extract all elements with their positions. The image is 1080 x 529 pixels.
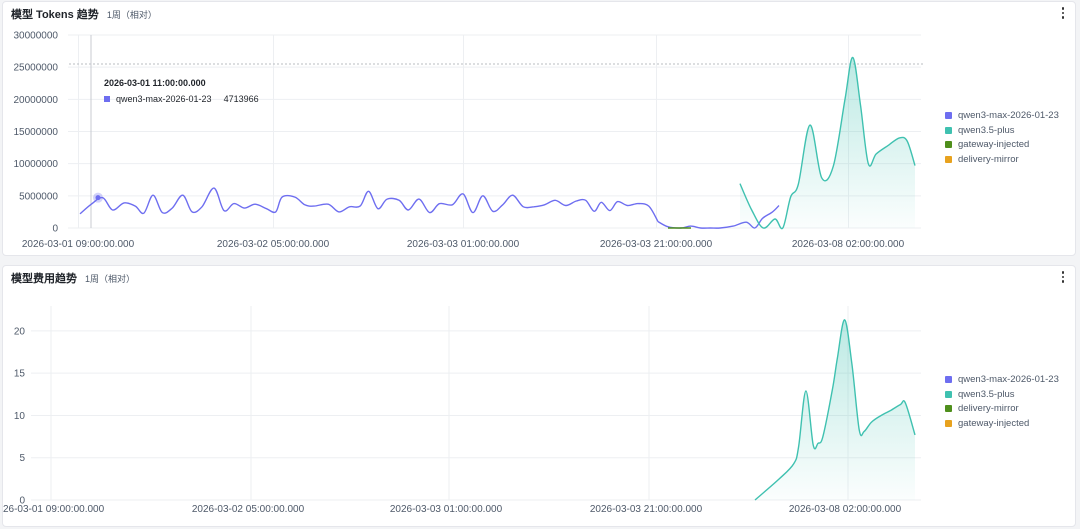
y-tick-label: 10000000 — [14, 159, 59, 170]
legend-label: gateway-injected — [958, 417, 1030, 429]
x-tick-label: 2026-03-02 05:00:00.000 — [192, 504, 305, 515]
tokens-chart[interactable]: 0 5000000 10000000 15000000 20000000 25000000… — [3, 2, 1076, 256]
cost-panel-subtitle: 1周（相对） — [85, 273, 136, 284]
legend-label: qwen3-max-2026-01-23 — [958, 110, 1059, 122]
cost-more-menu-icon[interactable] — [1057, 270, 1069, 284]
x-tick-label: 2026-03-03 21:00:00.000 — [590, 504, 703, 515]
legend-swatch-icon — [945, 405, 952, 413]
x-tick-label: 2026-03-03 21:00:00.000 — [600, 239, 713, 250]
y-tick-label: 15000000 — [14, 127, 59, 138]
tokens-panel-subtitle: 1周（相对） — [106, 9, 157, 20]
tooltip-series-name: qwen3-max-2026-01-23 — [116, 94, 212, 104]
series-area-qwen35-plus — [740, 57, 915, 229]
cost-legend-item-0[interactable]: qwen3-max-2026-01-23 — [945, 374, 1059, 386]
x-tick-label: 2026-03-03 01:00:00.000 — [407, 239, 520, 250]
legend-swatch-icon — [945, 376, 952, 384]
tooltip-time: 2026-03-01 11:00:00.000 — [104, 78, 206, 88]
series-line-qwen3-max — [79, 187, 659, 222]
y-tick-label: 30000000 — [14, 31, 59, 42]
tokens-tooltip: 2026-03-01 11:00:00.000 qwen3-max-2026-0… — [104, 78, 304, 104]
series-line-qwen3-max-tail — [657, 205, 780, 229]
cost-panel-title: 模型费用趋势 — [11, 273, 77, 285]
y-tick-label: 20000000 — [14, 95, 59, 106]
legend-label: qwen3.5-plus — [958, 124, 1015, 136]
tokens-legend-item-1[interactable]: qwen3.5-plus — [945, 125, 1059, 137]
cost-trend-panel: 模型费用趋势 1周（相对） 0 5 10 15 20 2026-03-01 09:00:0… — [2, 265, 1076, 527]
tokens-panel-header: 模型 Tokens 趋势 1周（相对） — [11, 6, 157, 22]
y-tick-label: 25000000 — [14, 63, 59, 74]
y-tick-label: 0 — [19, 496, 25, 507]
cost-legend-item-1[interactable]: qwen3.5-plus — [945, 389, 1059, 401]
hover-point — [95, 195, 101, 201]
tooltip-value: 4713966 — [223, 94, 259, 104]
x-tick-label: 2026-03-01 09:00:00.000 — [2, 504, 105, 515]
cost-chart[interactable]: 0 5 10 15 20 2026-03-01 09:00:00.000 2026-03-0… — [3, 266, 1076, 527]
tokens-panel-title: 模型 Tokens 趋势 — [11, 9, 99, 21]
y-tick-label: 20 — [14, 326, 26, 337]
legend-label: delivery-mirror — [958, 153, 1019, 165]
cost-legend-item-2[interactable]: delivery-mirror — [945, 403, 1059, 415]
x-tick-label: 2026-03-08 02:00:00.000 — [789, 504, 902, 515]
tokens-legend-item-0[interactable]: qwen3-max-2026-01-23 — [945, 110, 1059, 122]
x-tick-label: 2026-03-03 01:00:00.000 — [390, 504, 503, 515]
legend-label: delivery-mirror — [958, 403, 1019, 415]
x-tick-label: 2026-03-08 02:00:00.000 — [792, 239, 905, 250]
series-area-qwen35-plus — [755, 319, 915, 500]
tokens-legend: qwen3-max-2026-01-23 qwen3.5-plus gatewa… — [945, 110, 1059, 165]
x-tick-label: 2026-03-02 05:00:00.000 — [217, 239, 330, 250]
y-tick-label: 15 — [14, 369, 26, 380]
tokens-trend-panel: 模型 Tokens 趋势 1周（相对） 0 5000000 10000000 1500… — [2, 1, 1076, 256]
legend-label: qwen3.5-plus — [958, 388, 1015, 400]
tokens-legend-item-2[interactable]: gateway-injected — [945, 139, 1059, 151]
cost-panel-header: 模型费用趋势 1周（相对） — [11, 270, 135, 286]
cost-legend-item-3[interactable]: gateway-injected — [945, 418, 1059, 430]
tooltip-swatch — [104, 96, 110, 102]
y-tick-label: 0 — [52, 224, 58, 235]
tooltip-row: qwen3-max-2026-01-23 4713966 — [104, 94, 304, 104]
tokens-legend-item-3[interactable]: delivery-mirror — [945, 154, 1059, 166]
x-tick-label: 2026-03-01 09:00:00.000 — [22, 239, 135, 250]
y-tick-label: 5 — [19, 453, 25, 464]
y-tick-label: 5000000 — [19, 191, 58, 202]
y-tick-label: 10 — [14, 411, 26, 422]
series-line-qwen35-plus — [739, 56, 916, 230]
legend-label: qwen3-max-2026-01-23 — [958, 374, 1059, 386]
legend-swatch-icon — [945, 155, 952, 163]
tokens-more-menu-icon[interactable] — [1057, 6, 1069, 20]
cost-legend: qwen3-max-2026-01-23 qwen3.5-plus delive… — [945, 374, 1059, 429]
legend-swatch-icon — [945, 141, 952, 149]
legend-swatch-icon — [945, 126, 952, 134]
legend-swatch-icon — [945, 112, 952, 120]
legend-label: gateway-injected — [958, 139, 1030, 151]
legend-swatch-icon — [945, 390, 952, 398]
series-line-qwen35-plus — [754, 319, 916, 501]
legend-swatch-icon — [945, 419, 952, 427]
